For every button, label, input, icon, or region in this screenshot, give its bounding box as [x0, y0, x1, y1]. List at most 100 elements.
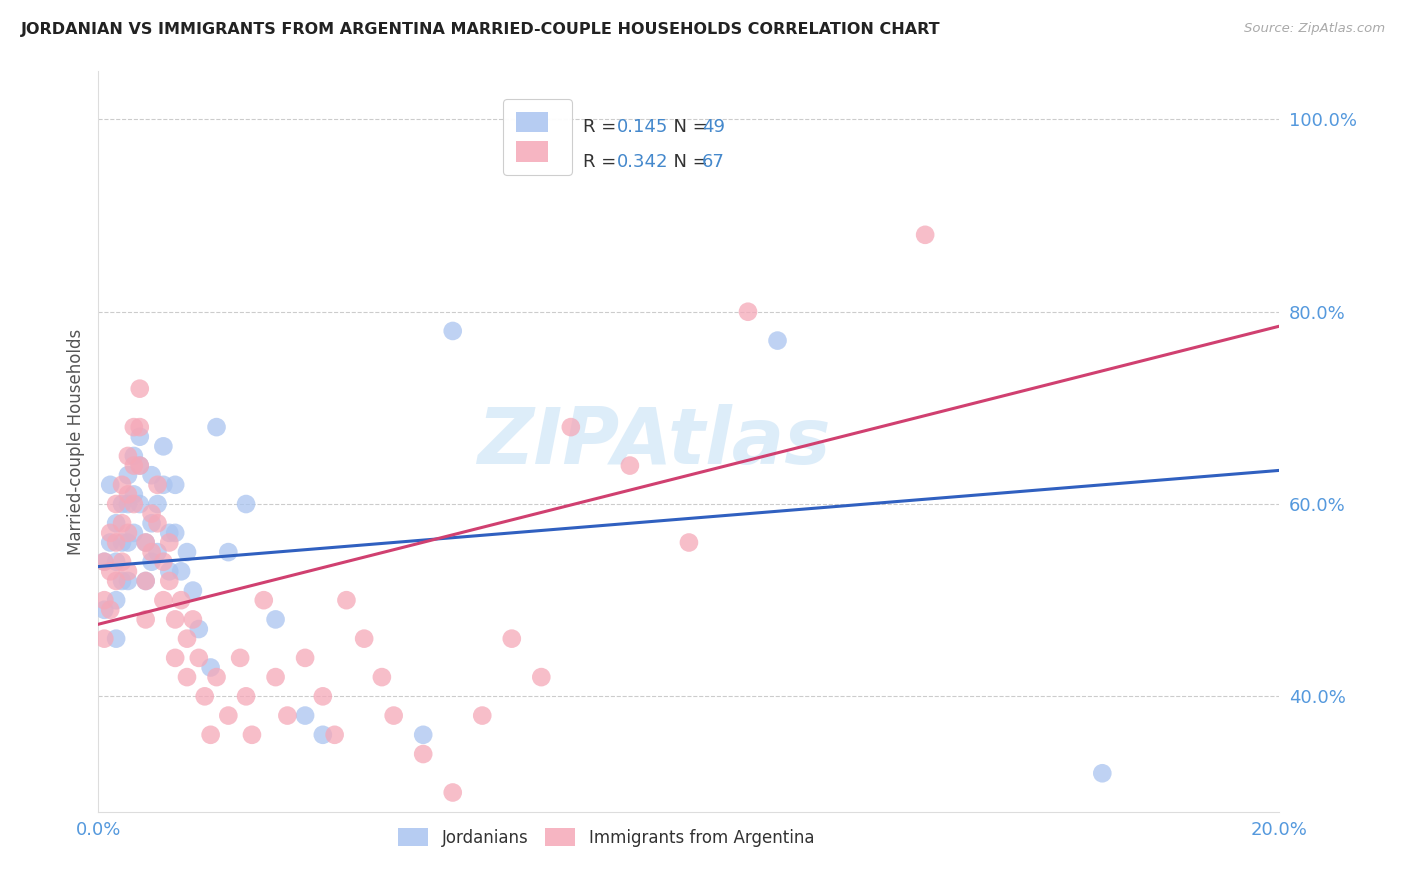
Point — [93, 593, 115, 607]
Point — [152, 439, 174, 453]
Text: Source: ZipAtlas.com: Source: ZipAtlas.com — [1244, 22, 1385, 36]
Point — [117, 497, 139, 511]
Point — [441, 324, 464, 338]
Point — [200, 660, 222, 674]
Point — [157, 574, 180, 588]
Point — [335, 593, 357, 607]
Point — [117, 574, 139, 588]
Point — [146, 545, 169, 559]
Point — [93, 555, 115, 569]
Point — [371, 670, 394, 684]
Point — [135, 535, 157, 549]
Point — [105, 535, 128, 549]
Point — [235, 497, 257, 511]
Point — [253, 593, 276, 607]
Text: 0.342: 0.342 — [617, 153, 668, 170]
Point — [146, 497, 169, 511]
Point — [181, 612, 204, 626]
Text: JORDANIAN VS IMMIGRANTS FROM ARGENTINA MARRIED-COUPLE HOUSEHOLDS CORRELATION CHA: JORDANIAN VS IMMIGRANTS FROM ARGENTINA M… — [21, 22, 941, 37]
Point — [217, 545, 239, 559]
Point — [122, 449, 145, 463]
Point — [135, 574, 157, 588]
Y-axis label: Married-couple Households: Married-couple Households — [66, 328, 84, 555]
Text: 0.145: 0.145 — [617, 118, 668, 136]
Point — [194, 690, 217, 704]
Point — [111, 478, 134, 492]
Point — [176, 632, 198, 646]
Point — [187, 651, 209, 665]
Point — [240, 728, 263, 742]
Point — [135, 535, 157, 549]
Point — [128, 430, 150, 444]
Point — [165, 525, 187, 540]
Point — [128, 458, 150, 473]
Point — [98, 565, 121, 579]
Point — [264, 670, 287, 684]
Point — [187, 622, 209, 636]
Point — [412, 747, 434, 761]
Point — [135, 612, 157, 626]
Point — [105, 632, 128, 646]
Point — [323, 728, 346, 742]
Point — [353, 632, 375, 646]
Point — [152, 478, 174, 492]
Point — [181, 583, 204, 598]
Point — [122, 487, 145, 501]
Point — [264, 612, 287, 626]
Point — [117, 525, 139, 540]
Point — [135, 574, 157, 588]
Point — [1091, 766, 1114, 780]
Point — [176, 545, 198, 559]
Point — [737, 304, 759, 318]
Point — [176, 670, 198, 684]
Point — [105, 593, 128, 607]
Point — [93, 555, 115, 569]
Point — [619, 458, 641, 473]
Point — [146, 478, 169, 492]
Point — [105, 555, 128, 569]
Point — [122, 458, 145, 473]
Point — [128, 382, 150, 396]
Point — [152, 593, 174, 607]
Point — [312, 728, 335, 742]
Point — [170, 593, 193, 607]
Point — [105, 574, 128, 588]
Point — [678, 535, 700, 549]
Point — [141, 555, 163, 569]
Point — [128, 420, 150, 434]
Point — [235, 690, 257, 704]
Point — [105, 497, 128, 511]
Point — [205, 670, 228, 684]
Point — [105, 516, 128, 531]
Point — [111, 535, 134, 549]
Point — [98, 603, 121, 617]
Point — [111, 574, 134, 588]
Point — [200, 728, 222, 742]
Point — [128, 497, 150, 511]
Point — [98, 525, 121, 540]
Point — [157, 565, 180, 579]
Text: R =: R = — [582, 153, 621, 170]
Point — [122, 525, 145, 540]
Point — [93, 632, 115, 646]
Point — [412, 728, 434, 742]
Point — [141, 516, 163, 531]
Text: ZIPAtlas: ZIPAtlas — [477, 403, 831, 480]
Point — [128, 458, 150, 473]
Point — [165, 612, 187, 626]
Point — [157, 525, 180, 540]
Point — [294, 708, 316, 723]
Point — [165, 478, 187, 492]
Text: 49: 49 — [702, 118, 725, 136]
Point — [117, 565, 139, 579]
Point — [122, 420, 145, 434]
Text: 67: 67 — [702, 153, 725, 170]
Point — [170, 565, 193, 579]
Point — [141, 507, 163, 521]
Text: R =: R = — [582, 118, 621, 136]
Point — [382, 708, 405, 723]
Point — [98, 535, 121, 549]
Point — [117, 449, 139, 463]
Point — [530, 670, 553, 684]
Point — [501, 632, 523, 646]
